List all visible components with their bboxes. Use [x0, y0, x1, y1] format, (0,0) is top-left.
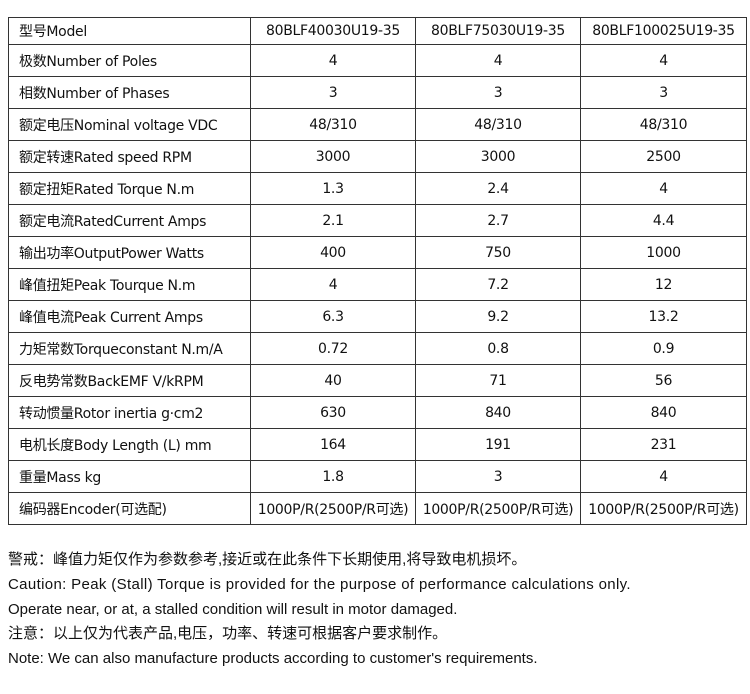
row-value: 4 — [250, 268, 416, 301]
row-value: 231 — [580, 428, 747, 461]
row-value: 3000 — [415, 140, 581, 173]
row-label: 力矩常数Torqueconstant N.m/A — [8, 332, 251, 365]
table-row: 重量Mass kg 1.8 3 4 — [8, 460, 747, 493]
row-value: 4.4 — [580, 204, 747, 237]
row-value: 48/310 — [580, 108, 747, 141]
row-value: 40 — [250, 364, 416, 397]
row-value: 48/310 — [250, 108, 416, 141]
row-label: 峰值电流Peak Current Amps — [8, 300, 251, 333]
row-label: 额定扭矩Rated Torque N.m — [8, 172, 251, 205]
row-value: 1000P/R(2500P/R可选) — [250, 492, 416, 525]
row-label: 极数Number of Poles — [8, 44, 251, 77]
row-value: 4 — [580, 172, 747, 205]
row-value: 1.3 — [250, 172, 416, 205]
row-value: 1.8 — [250, 460, 416, 493]
row-label: 额定电压Nominal voltage VDC — [8, 108, 251, 141]
row-value: 400 — [250, 236, 416, 269]
row-value: 1000P/R(2500P/R可选) — [580, 492, 747, 525]
header-label: 型号Model — [8, 17, 251, 45]
row-value: 2.1 — [250, 204, 416, 237]
row-value: 2500 — [580, 140, 747, 173]
row-value: 0.9 — [580, 332, 747, 365]
note-en: Note: We can also manufacture products a… — [8, 650, 538, 668]
row-value: 0.72 — [250, 332, 416, 365]
row-value: 750 — [415, 236, 581, 269]
row-value: 6.3 — [250, 300, 416, 333]
table-row: 额定扭矩Rated Torque N.m 1.3 2.4 4 — [8, 172, 747, 205]
row-value: 4 — [580, 44, 747, 77]
row-label: 额定转速Rated speed RPM — [8, 140, 251, 173]
row-label: 重量Mass kg — [8, 460, 251, 493]
row-value: 3 — [250, 76, 416, 109]
row-value: 630 — [250, 396, 416, 429]
table-row: 峰值扭矩Peak Tourque N.m 4 7.2 12 — [8, 268, 747, 301]
table-row: 额定转速Rated speed RPM 3000 3000 2500 — [8, 140, 747, 173]
row-value: 164 — [250, 428, 416, 461]
row-value: 48/310 — [415, 108, 581, 141]
table-row: 额定电压Nominal voltage VDC 48/310 48/310 48/31… — [8, 108, 747, 141]
caution-en-1: Caution: Peak (Stall) Torque is provided… — [8, 575, 631, 593]
model-name: 80BLF40030U19-35 — [250, 17, 416, 45]
spec-table: 型号Model 80BLF40030U19-35 80BLF75030U19-3… — [8, 17, 747, 525]
row-value: 4 — [250, 44, 416, 77]
warning-cn: 警戒：峰值力矩仅作为参数参考,接近或在此条件下长期使用,将导致电机损坏。 — [8, 551, 527, 568]
caution-en-2: Operate near, or at, a stalled condition… — [8, 600, 458, 618]
row-value: 56 — [580, 364, 747, 397]
row-value: 1000P/R(2500P/R可选) — [415, 492, 581, 525]
row-label: 峰值扭矩Peak Tourque N.m — [8, 268, 251, 301]
row-value: 4 — [415, 44, 581, 77]
row-label: 编码器Encoder(可选配) — [8, 492, 251, 525]
row-label: 输出功率OutputPower Watts — [8, 236, 251, 269]
table-row: 力矩常数Torqueconstant N.m/A 0.72 0.8 0.9 — [8, 332, 747, 365]
table-row: 反电势常数BackEMF V/kRPM 40 71 56 — [8, 364, 747, 397]
model-name: 80BLF75030U19-35 — [415, 17, 581, 45]
table-row: 编码器Encoder(可选配) 1000P/R(2500P/R可选) 1000P/R… — [8, 492, 747, 525]
row-value: 9.2 — [415, 300, 581, 333]
table-row: 极数Number of Poles 4 4 4 — [8, 44, 747, 77]
row-value: 0.8 — [415, 332, 581, 365]
row-value: 13.2 — [580, 300, 747, 333]
notes: 警戒：峰值力矩仅作为参数参考,接近或在此条件下长期使用,将导致电机损坏。 Cau… — [8, 548, 748, 672]
row-value: 2.7 — [415, 204, 581, 237]
row-value: 3000 — [250, 140, 416, 173]
row-value: 7.2 — [415, 268, 581, 301]
model-name: 80BLF100025U19-35 — [580, 17, 747, 45]
row-value: 840 — [580, 396, 747, 429]
row-value: 71 — [415, 364, 581, 397]
row-label: 相数Number of Phases — [8, 76, 251, 109]
row-value: 840 — [415, 396, 581, 429]
row-value: 2.4 — [415, 172, 581, 205]
table-row: 额定电流RatedCurrent Amps 2.1 2.7 4.4 — [8, 204, 747, 237]
row-label: 转动惯量Rotor inertia g·cm2 — [8, 396, 251, 429]
row-value: 191 — [415, 428, 581, 461]
row-label: 反电势常数BackEMF V/kRPM — [8, 364, 251, 397]
table-row: 输出功率OutputPower Watts 400 750 1000 — [8, 236, 747, 269]
table-row: 峰值电流Peak Current Amps 6.3 9.2 13.2 — [8, 300, 747, 333]
row-value: 4 — [580, 460, 747, 493]
table-row: 相数Number of Phases 3 3 3 — [8, 76, 747, 109]
row-label: 额定电流RatedCurrent Amps — [8, 204, 251, 237]
row-label: 电机长度Body Length (L) mm — [8, 428, 251, 461]
row-value: 3 — [580, 76, 747, 109]
row-value: 3 — [415, 460, 581, 493]
row-value: 1000 — [580, 236, 747, 269]
table-header-row: 型号Model 80BLF40030U19-35 80BLF75030U19-3… — [8, 17, 747, 45]
table-row: 转动惯量Rotor inertia g·cm2 630 840 840 — [8, 396, 747, 429]
row-value: 12 — [580, 268, 747, 301]
row-value: 3 — [415, 76, 581, 109]
note-cn: 注意：以上仅为代表产品,电压，功率、转速可根据客户要求制作。 — [8, 625, 448, 643]
table-row: 电机长度Body Length (L) mm 164 191 231 — [8, 428, 747, 461]
